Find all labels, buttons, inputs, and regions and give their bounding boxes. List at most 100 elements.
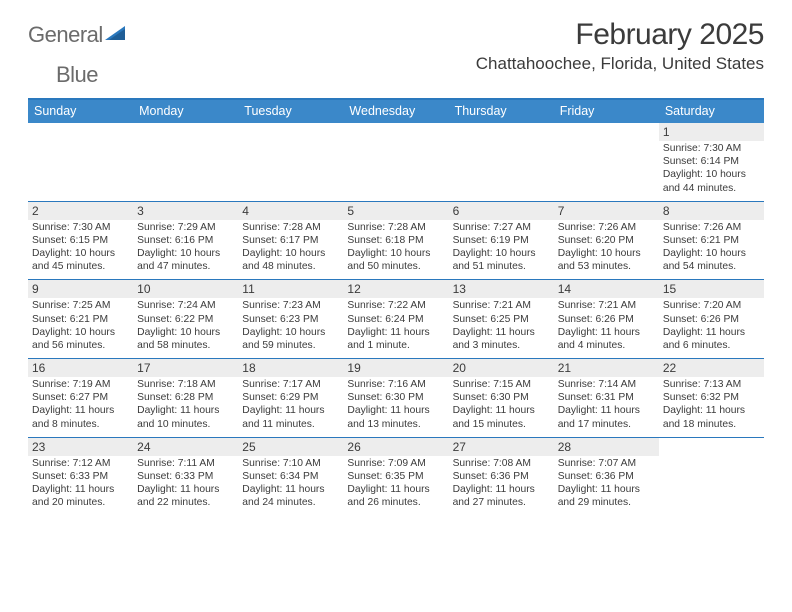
daylight-line: Daylight: 11 hours and 8 minutes. [32,404,129,430]
calendar-day-cell: 23Sunrise: 7:12 AMSunset: 6:33 PMDayligh… [28,438,133,516]
weekday-header: Friday [554,100,659,123]
daylight-line: Daylight: 10 hours and 51 minutes. [453,247,550,273]
sunset-line: Sunset: 6:24 PM [347,313,444,326]
day-number: 12 [343,280,448,298]
day-number: 13 [449,280,554,298]
calendar-day-cell: . [343,123,448,201]
calendar-day-cell: 8Sunrise: 7:26 AMSunset: 6:21 PMDaylight… [659,202,764,280]
day-number: 18 [238,359,343,377]
day-details: Sunrise: 7:19 AMSunset: 6:27 PMDaylight:… [28,377,133,437]
day-number: 1 [659,123,764,141]
calendar-day-cell: 5Sunrise: 7:28 AMSunset: 6:18 PMDaylight… [343,202,448,280]
sunrise-line: Sunrise: 7:26 AM [558,221,655,234]
calendar-week-row: 16Sunrise: 7:19 AMSunset: 6:27 PMDayligh… [28,358,764,437]
day-details: Sunrise: 7:12 AMSunset: 6:33 PMDaylight:… [28,456,133,516]
sunset-line: Sunset: 6:26 PM [663,313,760,326]
daylight-line: Daylight: 11 hours and 10 minutes. [137,404,234,430]
sunrise-line: Sunrise: 7:20 AM [663,299,760,312]
weeks-container: ......1Sunrise: 7:30 AMSunset: 6:14 PMDa… [28,123,764,515]
weekday-header-row: SundayMondayTuesdayWednesdayThursdayFrid… [28,100,764,123]
day-number: 16 [28,359,133,377]
calendar-day-cell: 24Sunrise: 7:11 AMSunset: 6:33 PMDayligh… [133,438,238,516]
daylight-line: Daylight: 11 hours and 22 minutes. [137,483,234,509]
calendar-day-cell: 25Sunrise: 7:10 AMSunset: 6:34 PMDayligh… [238,438,343,516]
title-block: February 2025 Chattahoochee, Florida, Un… [476,18,764,74]
sunset-line: Sunset: 6:35 PM [347,470,444,483]
daylight-line: Daylight: 10 hours and 47 minutes. [137,247,234,273]
sunrise-line: Sunrise: 7:28 AM [242,221,339,234]
sunset-line: Sunset: 6:19 PM [453,234,550,247]
day-details: Sunrise: 7:10 AMSunset: 6:34 PMDaylight:… [238,456,343,516]
calendar-day-cell: . [133,123,238,201]
calendar-day-cell: 14Sunrise: 7:21 AMSunset: 6:26 PMDayligh… [554,280,659,358]
sunrise-line: Sunrise: 7:28 AM [347,221,444,234]
day-number: 10 [133,280,238,298]
day-details: Sunrise: 7:30 AMSunset: 6:15 PMDaylight:… [28,220,133,280]
day-number: 25 [238,438,343,456]
day-details: Sunrise: 7:28 AMSunset: 6:17 PMDaylight:… [238,220,343,280]
calendar-week-row: ......1Sunrise: 7:30 AMSunset: 6:14 PMDa… [28,123,764,201]
calendar-day-cell: 4Sunrise: 7:28 AMSunset: 6:17 PMDaylight… [238,202,343,280]
day-number: 2 [28,202,133,220]
sunrise-line: Sunrise: 7:21 AM [558,299,655,312]
day-details: Sunrise: 7:26 AMSunset: 6:21 PMDaylight:… [659,220,764,280]
sunset-line: Sunset: 6:23 PM [242,313,339,326]
calendar-day-cell: 1Sunrise: 7:30 AMSunset: 6:14 PMDaylight… [659,123,764,201]
daylight-line: Daylight: 10 hours and 54 minutes. [663,247,760,273]
daylight-line: Daylight: 11 hours and 4 minutes. [558,326,655,352]
daylight-line: Daylight: 11 hours and 18 minutes. [663,404,760,430]
weekday-header: Thursday [449,100,554,123]
daylight-line: Daylight: 11 hours and 20 minutes. [32,483,129,509]
daylight-line: Daylight: 10 hours and 45 minutes. [32,247,129,273]
daylight-line: Daylight: 10 hours and 56 minutes. [32,326,129,352]
location-subtitle: Chattahoochee, Florida, United States [476,54,764,74]
sunrise-line: Sunrise: 7:30 AM [663,142,760,155]
calendar-day-cell: 9Sunrise: 7:25 AMSunset: 6:21 PMDaylight… [28,280,133,358]
day-details: Sunrise: 7:28 AMSunset: 6:18 PMDaylight:… [343,220,448,280]
month-title: February 2025 [476,18,764,52]
sunrise-line: Sunrise: 7:12 AM [32,457,129,470]
calendar-day-cell: . [238,123,343,201]
day-number: 9 [28,280,133,298]
sunset-line: Sunset: 6:30 PM [453,391,550,404]
day-number: 8 [659,202,764,220]
day-details: Sunrise: 7:21 AMSunset: 6:26 PMDaylight:… [554,298,659,358]
daylight-line: Daylight: 11 hours and 24 minutes. [242,483,339,509]
day-details: Sunrise: 7:22 AMSunset: 6:24 PMDaylight:… [343,298,448,358]
logo-triangle-icon [105,24,127,47]
daylight-line: Daylight: 10 hours and 53 minutes. [558,247,655,273]
calendar-day-cell: 27Sunrise: 7:08 AMSunset: 6:36 PMDayligh… [449,438,554,516]
calendar-day-cell: . [659,438,764,516]
logo-word-general: General [28,22,103,48]
sunrise-line: Sunrise: 7:21 AM [453,299,550,312]
sunrise-line: Sunrise: 7:26 AM [663,221,760,234]
day-details: Sunrise: 7:17 AMSunset: 6:29 PMDaylight:… [238,377,343,437]
sunset-line: Sunset: 6:32 PM [663,391,760,404]
calendar-week-row: 23Sunrise: 7:12 AMSunset: 6:33 PMDayligh… [28,437,764,516]
sunset-line: Sunset: 6:25 PM [453,313,550,326]
sunset-line: Sunset: 6:31 PM [558,391,655,404]
sunrise-line: Sunrise: 7:30 AM [32,221,129,234]
sunrise-line: Sunrise: 7:24 AM [137,299,234,312]
sunset-line: Sunset: 6:28 PM [137,391,234,404]
day-number: 23 [28,438,133,456]
day-details: Sunrise: 7:24 AMSunset: 6:22 PMDaylight:… [133,298,238,358]
sunset-line: Sunset: 6:14 PM [663,155,760,168]
calendar-day-cell: 16Sunrise: 7:19 AMSunset: 6:27 PMDayligh… [28,359,133,437]
sunset-line: Sunset: 6:21 PM [32,313,129,326]
sunrise-line: Sunrise: 7:19 AM [32,378,129,391]
sunrise-line: Sunrise: 7:29 AM [137,221,234,234]
daylight-line: Daylight: 11 hours and 1 minute. [347,326,444,352]
day-number: 11 [238,280,343,298]
sunset-line: Sunset: 6:20 PM [558,234,655,247]
day-number: 21 [554,359,659,377]
day-details: Sunrise: 7:08 AMSunset: 6:36 PMDaylight:… [449,456,554,516]
sunset-line: Sunset: 6:22 PM [137,313,234,326]
day-details: Sunrise: 7:15 AMSunset: 6:30 PMDaylight:… [449,377,554,437]
sunrise-line: Sunrise: 7:25 AM [32,299,129,312]
day-details: Sunrise: 7:20 AMSunset: 6:26 PMDaylight:… [659,298,764,358]
calendar-day-cell: 26Sunrise: 7:09 AMSunset: 6:35 PMDayligh… [343,438,448,516]
daylight-line: Daylight: 11 hours and 3 minutes. [453,326,550,352]
day-details: Sunrise: 7:25 AMSunset: 6:21 PMDaylight:… [28,298,133,358]
day-number: 14 [554,280,659,298]
